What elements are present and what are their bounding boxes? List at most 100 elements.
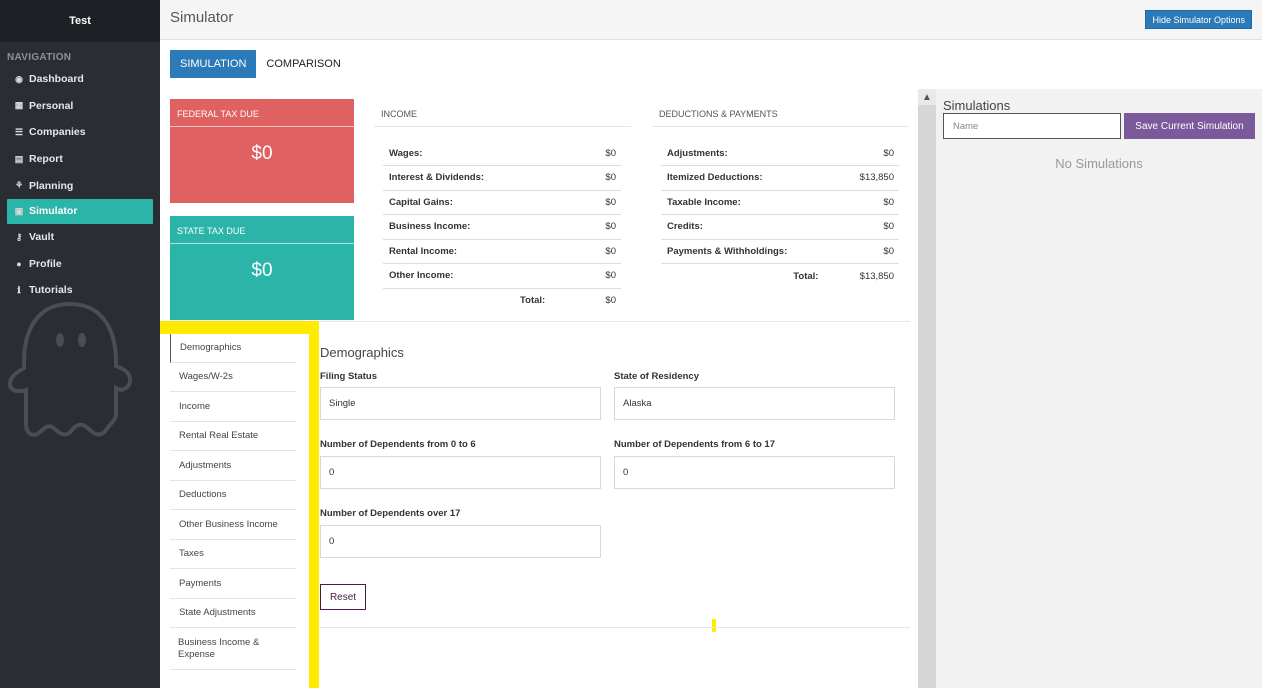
sidebar-item-planning[interactable]: ⚘ Planning [0, 172, 160, 199]
section-item-business-income-expense[interactable]: Business Income & Expense [170, 628, 296, 670]
section-item-taxes[interactable]: Taxes [170, 540, 296, 569]
sidebar-item-companies[interactable]: ☰ Companies [0, 119, 160, 146]
sidebar-item-label: Report [29, 153, 63, 166]
dependents-over-17-input[interactable]: 0 [320, 525, 601, 558]
deductions-heading: DEDUCTIONS & PAYMENTS [652, 99, 909, 127]
key-icon: ⚷ [15, 231, 23, 242]
table-row: Wages: $0 [383, 141, 621, 166]
sidebar-item-personal[interactable]: ▦ Personal [0, 93, 160, 120]
simulations-title: Simulations [943, 98, 1011, 113]
sidebar-item-report[interactable]: ▤ Report [0, 146, 160, 173]
filing-status-label: Filing Status [320, 371, 377, 382]
dependents-6-17-input[interactable]: 0 [614, 456, 895, 489]
row-value: $0 [842, 141, 899, 166]
table-row: Rental Income: $0 [383, 239, 621, 264]
sidebar-item-simulator[interactable]: ▣ Simulator [7, 198, 153, 224]
row-value: $0 [589, 141, 621, 166]
reset-button[interactable]: Reset [320, 584, 366, 610]
sidebar-item-dashboard[interactable]: ◉ Dashboard [0, 66, 160, 93]
table-row: Business Income: $0 [383, 214, 621, 240]
row-label: Other Income: [383, 263, 590, 289]
section-item-state-adjustments[interactable]: State Adjustments [170, 599, 296, 628]
scroll-up-arrow-icon[interactable]: ▲ [918, 89, 936, 105]
simulations-panel: Simulations Name Save Current Simulation… [936, 89, 1262, 688]
row-value: $0 [589, 214, 621, 240]
state-tax-due-card: STATE TAX DUE $0 [170, 216, 354, 320]
sidebar-item-vault[interactable]: ⚷ Vault [0, 224, 160, 251]
filing-status-select[interactable]: Single [320, 387, 601, 420]
highlight-marker [712, 619, 716, 632]
divider [320, 627, 910, 628]
row-label: Capital Gains: [383, 190, 590, 215]
calculator-icon: ▣ [14, 205, 24, 216]
row-label: Rental Income: [383, 239, 590, 264]
state-of-residency-select[interactable]: Alaska [614, 387, 895, 420]
sidebar: Test NAVIGATION ◉ Dashboard ▦ Personal ☰ Co… [0, 0, 160, 688]
income-heading: INCOME [374, 99, 631, 127]
sidebar-item-label: Dashboard [29, 73, 84, 86]
hide-simulator-options-button[interactable]: Hide Simulator Options [1145, 10, 1252, 29]
row-value: $0 [842, 190, 899, 215]
ghost-logo-icon [7, 301, 133, 437]
section-item-wages[interactable]: Wages/W-2s [170, 363, 296, 392]
page-title: Simulator [170, 9, 234, 26]
row-value: $13,850 [842, 165, 899, 191]
file-icon: ▤ [14, 153, 24, 164]
total-row: Total: $0 [383, 288, 621, 313]
tab-comparison[interactable]: COMPARISON [266, 58, 341, 70]
row-label: Credits: [661, 214, 843, 240]
table-row: Interest & Dividends: $0 [383, 165, 621, 191]
sidebar-item-tutorials[interactable]: ℹ Tutorials [0, 277, 160, 304]
total-label: Total: [793, 270, 819, 282]
row-label: Wages: [383, 141, 590, 166]
dependents-6-17-label: Number of Dependents from 6 to 17 [614, 439, 775, 450]
row-value: $0 [589, 239, 621, 264]
section-item-income[interactable]: Income [170, 392, 296, 422]
table-row: Taxable Income: $0 [661, 190, 899, 215]
section-item-rental-real-estate[interactable]: Rental Real Estate [170, 422, 296, 451]
divider [170, 321, 910, 322]
section-item-payments[interactable]: Payments [170, 569, 296, 599]
section-item-other-business-income[interactable]: Other Business Income [170, 510, 296, 540]
total-label: Total: [520, 295, 546, 306]
income-table: Wages: $0 Interest & Dividends: $0 Capital… [383, 141, 621, 313]
state-tax-amount: $0 [251, 260, 273, 281]
row-value: $0 [842, 214, 899, 240]
no-simulations-text: No Simulations [1055, 156, 1143, 171]
federal-tax-due-card: FEDERAL TAX DUE $0 [170, 99, 354, 203]
info-icon: ℹ [17, 284, 21, 295]
row-label: Adjustments: [661, 141, 843, 166]
highlight-marker [160, 321, 317, 334]
top-bar: Simulator Hide Simulator Options [160, 0, 1262, 40]
dashboard-icon: ◉ [15, 73, 23, 84]
section-item-demographics[interactable]: Demographics [170, 333, 296, 363]
save-simulation-button[interactable]: Save Current Simulation [1124, 113, 1255, 139]
scrollbar[interactable] [918, 89, 936, 688]
section-item-deductions[interactable]: Deductions [170, 481, 296, 510]
deductions-table: Adjustments: $0 Itemized Deductions: $13,8… [661, 141, 899, 288]
table-row: Payments & Withholdings: $0 [661, 239, 899, 264]
row-value: $0 [589, 263, 621, 289]
federal-tax-label: FEDERAL TAX DUE [170, 99, 354, 127]
tab-simulation[interactable]: SIMULATION [170, 50, 257, 78]
state-of-residency-label: State of Residency [614, 371, 699, 382]
sidebar-item-profile[interactable]: ● Profile [0, 251, 160, 278]
row-label: Payments & Withholdings: [661, 239, 843, 264]
highlight-marker [309, 321, 319, 688]
income-summary-panel: INCOME Wages: $0 Interest & Dividends: $0 … [374, 99, 631, 320]
simulation-name-input[interactable]: Name [943, 113, 1121, 139]
table-row: Credits: $0 [661, 214, 899, 240]
table-row: Other Income: $0 [383, 263, 621, 289]
total-row: Total: $13,850 [661, 264, 899, 289]
dependents-0-6-input[interactable]: 0 [320, 456, 601, 489]
section-item-adjustments[interactable]: Adjustments [170, 451, 296, 481]
nav-heading: NAVIGATION [7, 52, 72, 63]
sitemap-icon: ⚘ [14, 180, 24, 191]
table-row: Adjustments: $0 [661, 141, 899, 166]
section-nav: Demographics Wages/W-2s Income Rental Re… [170, 333, 296, 670]
dependents-over-17-label: Number of Dependents over 17 [320, 508, 461, 519]
sidebar-item-label: Tutorials [29, 284, 73, 297]
row-value: $0 [589, 190, 621, 215]
table-row: Itemized Deductions: $13,850 [661, 165, 899, 191]
table-icon: ▦ [14, 100, 24, 111]
